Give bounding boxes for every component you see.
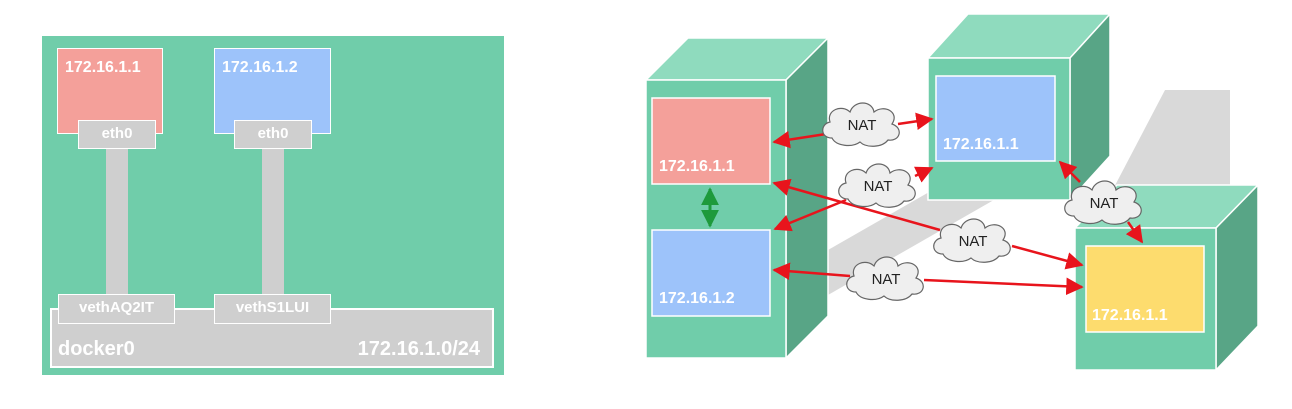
bridge-subnet: 172.16.1.0/24: [357, 338, 480, 360]
container-box-2: 172.16.1.2: [214, 48, 331, 134]
container-2-eth0: eth0: [234, 120, 312, 149]
nat-cloud-4: NAT: [933, 218, 1011, 263]
nat-arrow-5b: [1125, 221, 1144, 244]
nat-arrow-5a: [1058, 160, 1081, 183]
nat-arrow-2a: [773, 198, 847, 232]
host-1-ip-bottom: 172.16.1.2: [659, 290, 735, 307]
host-1-blue-container: [651, 229, 771, 317]
container-1-ip: 172.16.1.1: [65, 59, 141, 76]
docker-bridge-diagram: 172.16.1.1 172.16.1.2 eth0 eth0 docker0 …: [42, 36, 504, 375]
nat-cloud-1: NAT: [822, 102, 900, 147]
nat-cloud-3: NAT: [1064, 180, 1142, 225]
nat-arrow-4a: [772, 262, 851, 280]
host-1: 172.16.1.1 172.16.1.2: [644, 36, 830, 360]
nat-arrow-1a: [772, 130, 827, 149]
nat-label-3: NAT: [1090, 195, 1119, 212]
nat-arrow-4b: [923, 277, 1084, 296]
nat-cloud-2: NAT: [838, 163, 916, 208]
bridge-name: docker0: [58, 338, 135, 360]
veth-link-1: [106, 149, 128, 297]
nat-label-2: NAT: [864, 178, 893, 195]
container-2-ip: 172.16.1.2: [222, 59, 298, 76]
nat-label-1: NAT: [848, 117, 877, 134]
nat-arrow-3a: [772, 178, 941, 232]
host-1-ip-top: 172.16.1.1: [659, 158, 735, 175]
nat-arrow-1b: [897, 112, 934, 130]
nat-label-4: NAT: [959, 233, 988, 250]
nat-arrow-2b: [914, 166, 934, 183]
container-1-eth0: eth0: [78, 120, 156, 149]
host-3-ip: 172.16.1.1: [1092, 307, 1168, 324]
nat-cloud-5: NAT: [846, 256, 924, 301]
host-3-yellow-container: [1085, 245, 1205, 333]
veth-1-label: vethAQ2IT: [58, 294, 175, 324]
host-2: 172.16.1.1: [926, 12, 1112, 202]
veth-2-label: vethS1LUI: [214, 294, 331, 324]
container-box-1: 172.16.1.1: [57, 48, 163, 134]
host-2-ip: 172.16.1.1: [943, 136, 1019, 153]
host-1-red-container: [651, 97, 771, 185]
host-2-blue-container: [935, 75, 1056, 162]
host-2-shadow: [1110, 90, 1230, 195]
veth-link-2: [262, 149, 284, 297]
nat-arrow-3b: [1011, 244, 1084, 270]
nat-label-5: NAT: [872, 271, 901, 288]
